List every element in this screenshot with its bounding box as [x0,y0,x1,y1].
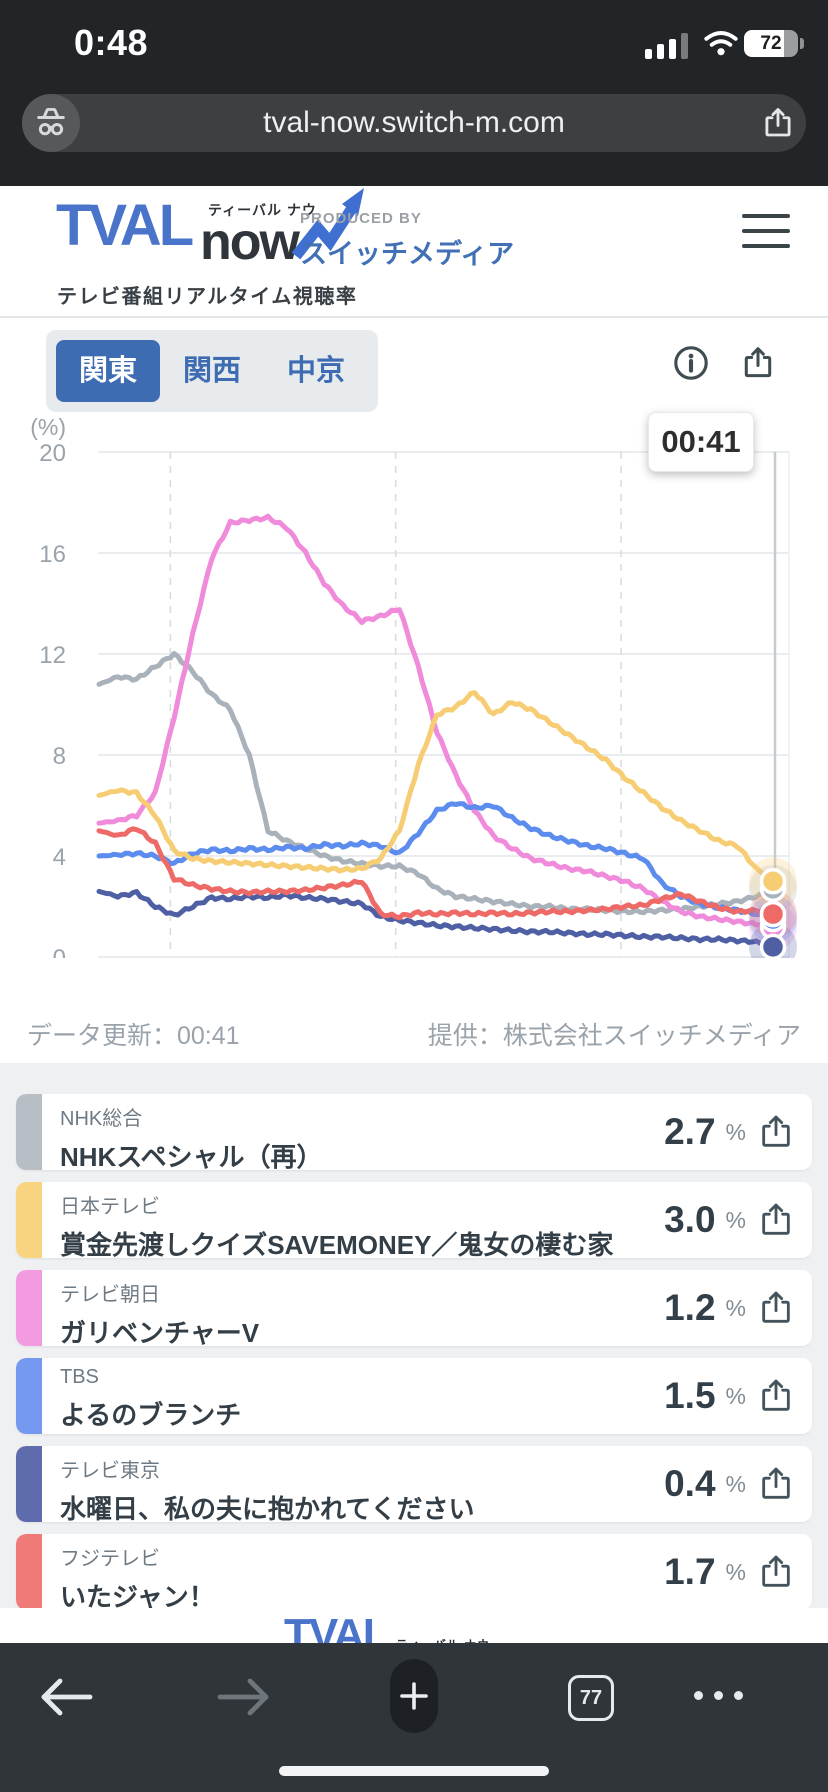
wifi-icon [704,31,738,56]
tab-counter-icon[interactable]: 77 [568,1675,614,1721]
station-name: TBS [60,1366,99,1388]
share-icon[interactable] [756,1112,796,1152]
program-row[interactable]: TBS よるのブランチ 1.5 % [16,1358,812,1434]
address-bar[interactable]: tval-now.switch-m.com [22,94,806,152]
rating-unit: % [725,1470,746,1497]
update-note: データ更新：00:41 [27,1022,240,1050]
program-row[interactable]: テレビ朝日 ガリベンチャーV 1.2 % [16,1270,812,1346]
site-header: TVAL ティーバル ナウ now テレビ番組リアルタイム視聴率 PRODUCE… [0,186,828,318]
program-title: 水曜日、私の夫に抱かれてください [60,1494,475,1522]
station-color-bar [16,1182,42,1258]
logo-now-text: now [200,213,300,271]
new-tab-button[interactable] [390,1659,438,1733]
station-color-bar [16,1358,42,1434]
rating-unit: % [725,1118,746,1145]
svg-text:8: 8 [53,743,66,770]
station-color-bar [16,1446,42,1522]
station-name: 日本テレビ [60,1196,160,1218]
browser-top-chrome: 0:48 72 tval-now.switch-m.com [0,0,828,186]
svg-text:(%): (%) [30,414,66,440]
tab-中京[interactable]: 中京 [286,355,345,387]
battery-nub [800,38,804,49]
battery-icon: 72 [744,30,798,57]
station-color-bar [16,1094,42,1170]
program-title: いたジャン！ [60,1582,215,1610]
program-title: NHKスペシャル（再） [60,1142,323,1170]
rating-value: 3.0 [664,1199,716,1240]
program-row[interactable]: テレビ東京 水曜日、私の夫に抱かれてください 0.4 % [16,1446,812,1522]
time-tooltip: 00:41 [648,412,754,472]
hamburger-menu-icon[interactable] [742,214,792,254]
logo-subtitle: テレビ番組リアルタイム視聴率 [57,286,358,308]
rating-value: 1.7 [664,1551,716,1592]
program-title: 賞金先渡しクイズSAVEMONEY／鬼女の棲む家 [60,1230,614,1258]
rating-unit: % [725,1206,746,1233]
rating-value: 2.7 [664,1111,716,1152]
logo-ruby-text: ティーバル ナウ [208,202,317,218]
producer-link[interactable]: スイッチメディア [300,239,515,269]
share-icon[interactable] [756,1288,796,1328]
program-title: ガリベンチャーV [60,1318,260,1346]
produced-by-label: PRODUCED BY [300,210,422,227]
share-icon[interactable] [756,1200,796,1240]
share-icon[interactable] [760,105,796,141]
incognito-glasses-icon[interactable] [22,94,80,152]
share-icon[interactable] [756,1464,796,1504]
ratings-chart[interactable]: 048121620(%)22:0023:0000:00 [0,318,828,958]
status-time: 0:48 [73,22,149,63]
svg-text:4: 4 [53,844,66,871]
home-indicator[interactable] [279,1766,549,1776]
site-logo[interactable]: TVAL [56,193,194,258]
svg-text:12: 12 [39,642,66,669]
station-name: フジテレビ [60,1548,160,1570]
cellular-signal-icon [645,32,691,59]
station-name: NHK総合 [60,1108,143,1130]
url-text[interactable]: tval-now.switch-m.com [263,106,565,139]
program-row[interactable]: NHK総合 NHKスペシャル（再） 2.7 % [16,1094,812,1170]
rating-unit: % [725,1382,746,1409]
tab-関西[interactable]: 関西 [182,355,241,387]
rating-unit: % [725,1558,746,1585]
program-list: NHK総合 NHKスペシャル（再） 2.7 % 日本テレビ 賞金先渡しクイズSA… [0,1063,828,1610]
program-row[interactable]: 日本テレビ 賞金先渡しクイズSAVEMONEY／鬼女の棲む家 3.0 % [16,1182,812,1258]
region-tabs: 関東 関西 中京 [46,330,378,412]
rating-value: 1.2 [664,1287,716,1328]
provider-note: 提供：株式会社スイッチメディア [427,1022,801,1050]
station-name: テレビ朝日 [60,1284,160,1306]
svg-text:0: 0 [53,945,66,958]
share-icon[interactable] [756,1552,796,1592]
svg-text:20: 20 [39,440,66,467]
share-icon[interactable] [739,344,777,382]
tab-関東[interactable]: 関東 [56,340,160,402]
forward-arrow-icon[interactable] [216,1677,272,1717]
more-menu-ellipsis-icon[interactable] [694,1643,754,1703]
program-title: よるのブランチ [60,1400,242,1430]
back-arrow-icon[interactable] [38,1677,94,1717]
info-icon[interactable] [672,344,710,382]
svg-text:16: 16 [39,541,66,568]
rating-value: 1.5 [664,1375,716,1416]
share-icon[interactable] [756,1376,796,1416]
station-name: テレビ東京 [60,1460,160,1482]
program-row[interactable]: フジテレビ いたジャン！ 1.7 % [16,1534,812,1610]
station-color-bar [16,1534,42,1610]
plus-icon [400,1682,428,1710]
rating-unit: % [725,1294,746,1321]
station-color-bar [16,1270,42,1346]
rating-value: 0.4 [664,1463,716,1504]
logo-arrow-icon [291,188,364,260]
